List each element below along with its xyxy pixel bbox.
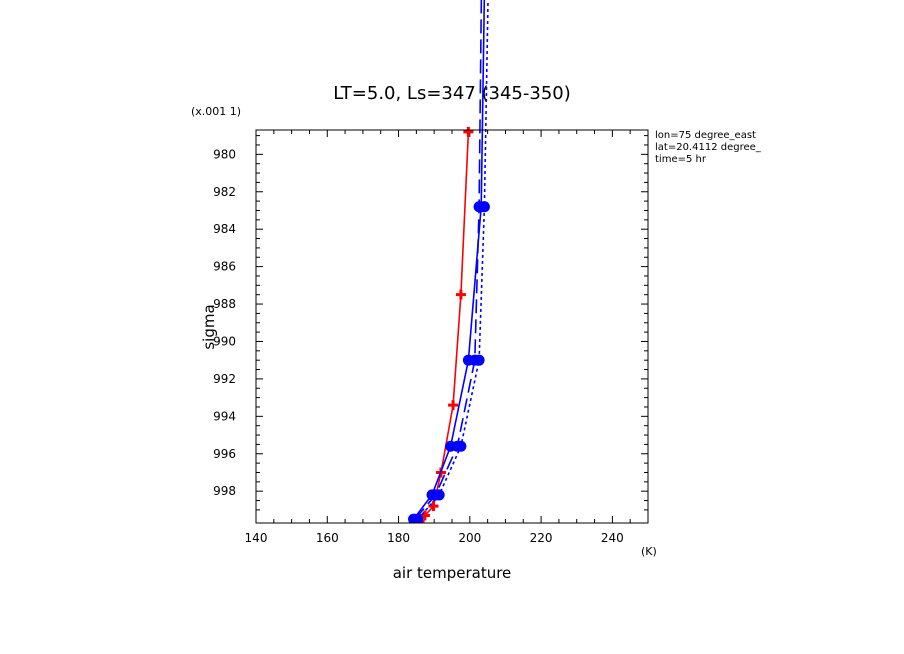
x-tick-label: 220 xyxy=(530,531,553,545)
y-unit-label: (x.001 1) xyxy=(191,105,241,118)
chart-title: LT=5.0, Ls=347 (345-350) xyxy=(333,83,571,104)
info-lat: lat=20.4112 degree_ xyxy=(655,142,762,153)
y-tick-label: 994 xyxy=(213,409,236,423)
y-tick-label: 998 xyxy=(213,484,236,498)
x-tick-label: 160 xyxy=(316,531,339,545)
data-point xyxy=(412,513,424,523)
data-point xyxy=(455,440,467,452)
data-point xyxy=(433,489,445,501)
data-point xyxy=(463,126,474,137)
data-point xyxy=(478,201,490,213)
series-3 xyxy=(412,0,490,523)
x-tick-label: 200 xyxy=(458,531,481,545)
y-axis-label: sigma xyxy=(200,304,218,349)
y-tick-label: 988 xyxy=(213,297,236,311)
data-point xyxy=(473,354,485,366)
series-line xyxy=(417,0,489,520)
y-tick-label: 986 xyxy=(213,260,236,274)
x-axis-label: air temperature xyxy=(393,564,512,582)
x-tick-label: 180 xyxy=(387,531,410,545)
data-point xyxy=(448,400,459,411)
y-tick-label: 990 xyxy=(213,334,236,348)
x-tick-label: 140 xyxy=(245,531,268,545)
y-tick-label: 992 xyxy=(213,372,236,386)
y-tick-label: 980 xyxy=(213,147,236,161)
y-tick-label: 984 xyxy=(213,222,236,236)
y-tick-label: 982 xyxy=(213,185,236,199)
axis-ticks: 140 160 180 200 220 240 980 982 984 986 988 990 992 9… xyxy=(213,130,649,545)
plot-frame xyxy=(255,129,649,524)
info-lon: lon=75 degree_east xyxy=(655,130,756,141)
data-point xyxy=(455,289,466,300)
x-unit-label: (K) xyxy=(641,545,657,558)
y-tick-label: 996 xyxy=(213,447,236,461)
info-time: time=5 hr xyxy=(655,154,707,165)
x-tick-label: 240 xyxy=(601,531,624,545)
series-layer xyxy=(408,0,490,523)
